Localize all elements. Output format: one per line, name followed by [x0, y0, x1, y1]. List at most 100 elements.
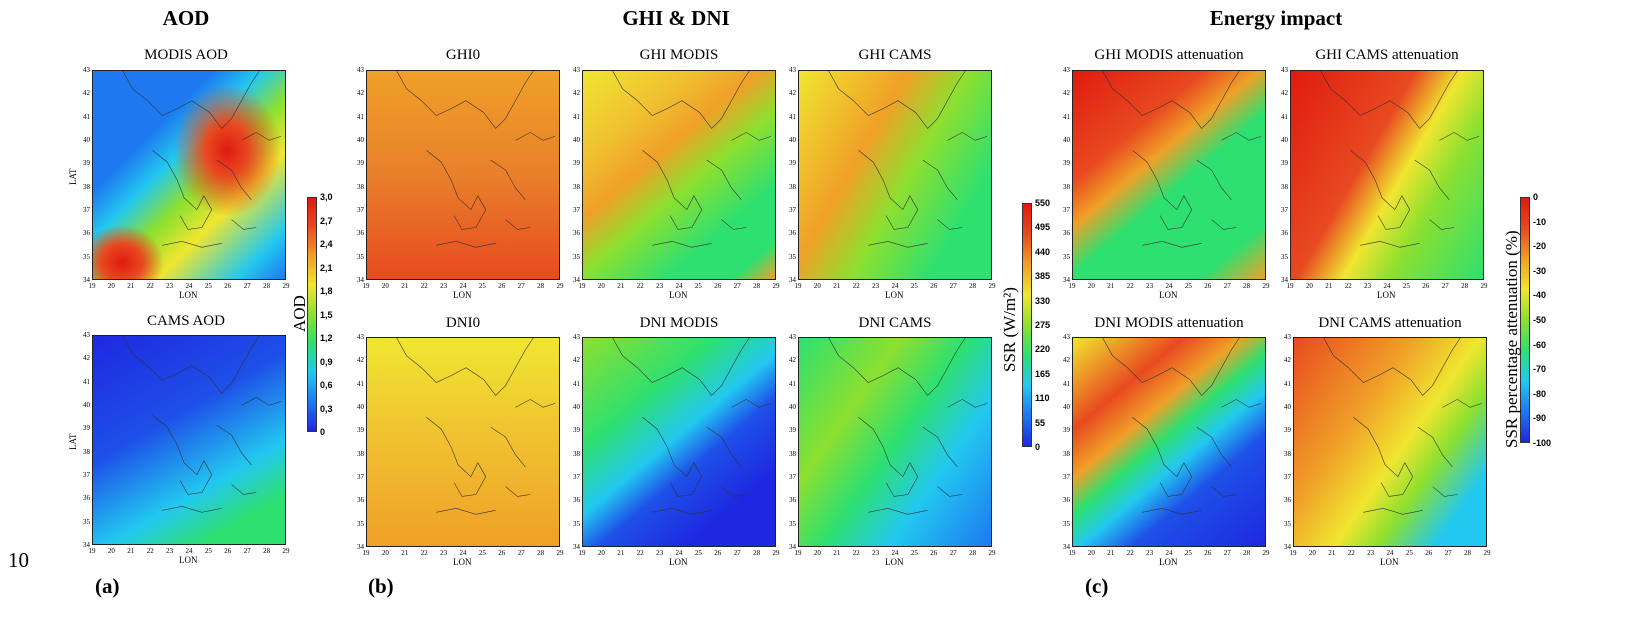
y-tick-label: 41: [83, 377, 90, 386]
x-tick-label: 21: [1328, 549, 1336, 557]
y-tick-label: 39: [789, 426, 796, 435]
x-tick-label: 22: [852, 282, 860, 290]
x-tick-label: 19: [1068, 282, 1076, 290]
y-tick-label: 40: [1063, 403, 1070, 411]
x-tick-label: 20: [381, 282, 389, 290]
colorbar-tick-label: 550: [1035, 198, 1051, 208]
x-tick-label: 22: [420, 282, 428, 290]
y-tick-label: 43: [789, 333, 796, 341]
colorbar-tick-label: -70: [1533, 364, 1547, 375]
ghi0-map: [366, 70, 560, 280]
colorbar-tick-label: -50: [1533, 315, 1547, 325]
y-tick-label: 34: [573, 543, 580, 551]
x-tick-label: 27: [243, 547, 251, 555]
x-tick-label: 20: [1087, 549, 1095, 557]
section-title-aod: AOD: [162, 6, 210, 30]
x-axis-label: LON: [179, 290, 198, 300]
y-tick-label: 38: [1281, 182, 1288, 191]
y-tick-label: 34: [789, 543, 796, 551]
y-tick-label: 36: [83, 494, 90, 503]
x-tick-label: 22: [852, 549, 860, 557]
x-tick-label: 27: [733, 549, 741, 557]
attenuation-colorbar: [1520, 197, 1530, 443]
colorbar-tick-label: -40: [1533, 290, 1547, 301]
x-axis-label: LON: [1159, 290, 1178, 300]
x-tick-label: 19: [1286, 282, 1294, 290]
colorbar-tick-label: 1,8: [320, 286, 333, 296]
y-tick-label: 36: [83, 229, 90, 238]
y-tick-label: 42: [1281, 89, 1288, 98]
x-tick-label: 20: [597, 549, 605, 557]
coastline-outline: [1320, 71, 1480, 248]
x-tick-label: 19: [88, 547, 96, 555]
y-tick-label: 40: [357, 136, 364, 144]
dni-modis-map: [582, 337, 776, 547]
x-tick-label: 25: [1184, 282, 1192, 290]
x-tick-label: 29: [556, 282, 564, 290]
coastline-outline: [612, 338, 772, 515]
y-tick-label: 40: [357, 403, 364, 411]
x-tick-label: 19: [578, 282, 586, 290]
x-tick-label: 24: [891, 549, 899, 557]
x-tick-label: 25: [910, 282, 918, 290]
dni-cams-title: DNI CAMS: [858, 315, 932, 331]
y-tick-label: 37: [83, 471, 90, 479]
modis-aod-title: MODIS AOD: [144, 47, 228, 63]
x-tick-label: 25: [204, 282, 212, 290]
x-axis-label: LON: [453, 557, 472, 567]
x-tick-label: 22: [636, 549, 644, 557]
colorbar-tick-label: 275: [1035, 320, 1051, 330]
x-tick-label: 28: [1243, 549, 1251, 557]
y-tick-label: 38: [789, 182, 796, 191]
x-tick-label: 24: [185, 282, 193, 290]
dni0-title: DNI0: [445, 315, 481, 331]
x-tick-label: 27: [243, 282, 251, 290]
y-tick-label: 41: [357, 112, 364, 121]
y-tick-label: 37: [573, 473, 580, 481]
y-tick-label: 35: [789, 519, 796, 528]
colorbar-tick-label: 385: [1035, 271, 1051, 282]
x-axis-label: LON: [453, 290, 472, 300]
y-tick-label: 39: [573, 159, 580, 168]
y-tick-label: 34: [357, 543, 364, 551]
y-tick-label: 38: [789, 449, 796, 458]
y-tick-label: 37: [573, 206, 580, 214]
y-tick-label: 40: [789, 403, 796, 411]
x-tick-label: 27: [733, 282, 741, 290]
y-tick-label: 40: [83, 401, 90, 409]
y-tick-label: 36: [357, 496, 364, 505]
x-tick-label: 19: [362, 282, 370, 290]
y-tick-label: 36: [1281, 229, 1288, 238]
x-tick-label: 28: [1461, 282, 1469, 290]
coastline-outline: [1102, 71, 1262, 248]
colorbar-tick-label: 0: [320, 427, 326, 437]
x-tick-label: 21: [401, 282, 409, 290]
x-tick-label: 25: [1402, 282, 1410, 290]
y-tick-label: 39: [1284, 426, 1291, 435]
colorbar-tick-label: -10: [1533, 216, 1547, 227]
x-tick-label: 20: [1305, 282, 1313, 290]
y-tick-label: 42: [83, 89, 90, 98]
x-tick-label: 21: [1107, 549, 1115, 557]
x-tick-label: 19: [1068, 549, 1076, 557]
y-tick-label: 41: [1063, 379, 1070, 388]
colorbar-tick-label: 2,4: [320, 239, 333, 249]
x-tick-label: 26: [1422, 282, 1430, 290]
aod-colorbar: [307, 197, 317, 432]
x-tick-label: 26: [498, 282, 506, 290]
colorbar-tick-label: 495: [1035, 222, 1051, 233]
y-tick-label: 35: [83, 517, 90, 526]
coastline-outline: [122, 71, 282, 248]
x-tick-label: 27: [949, 549, 957, 557]
y-tick-label: 43: [83, 331, 90, 339]
x-tick-label: 28: [263, 282, 271, 290]
section-title-energy-impact: Energy impact: [1209, 6, 1343, 30]
y-tick-label: 34: [83, 276, 90, 284]
x-tick-label: 27: [949, 282, 957, 290]
ssr-colorbar-label: SSR (W/m²): [1000, 287, 1019, 372]
aod-colorbar-label: AOD: [290, 295, 309, 332]
y-tick-label: 41: [1063, 112, 1070, 121]
x-tick-label: 25: [478, 549, 486, 557]
y-tick-label: 40: [1281, 136, 1288, 144]
x-tick-label: 21: [617, 282, 625, 290]
